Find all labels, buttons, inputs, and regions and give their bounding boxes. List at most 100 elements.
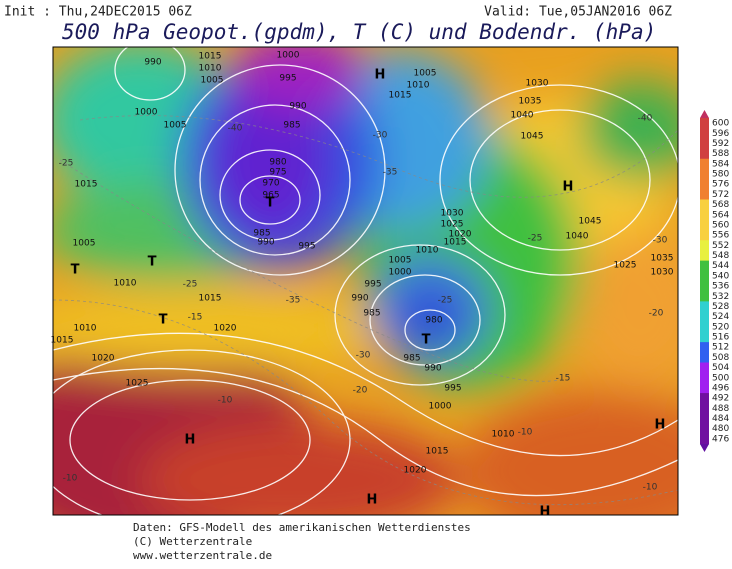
isobar-label: 985 xyxy=(363,309,380,319)
isobar-label: 985 xyxy=(283,121,300,131)
footer-line: Daten: GFS-Modell des amerikanischen Wet… xyxy=(133,521,471,534)
isobar-label: 1000 xyxy=(389,268,412,278)
pressure-center: H xyxy=(185,433,196,448)
map-frame xyxy=(52,46,679,516)
colorbar-swatch xyxy=(700,199,709,211)
isobar-label: 1010 xyxy=(199,64,222,74)
colorbar-label: 560 xyxy=(712,220,729,230)
colorbar-swatch xyxy=(700,138,709,150)
isobar-label: 1025 xyxy=(614,261,637,271)
colorbar-label: 492 xyxy=(712,394,729,404)
colorbar-label: 556 xyxy=(712,231,729,241)
colorbar-swatch xyxy=(700,423,709,435)
temperature-label: -40 xyxy=(228,124,243,134)
isobar-label: 1015 xyxy=(51,336,74,346)
footer-line: www.wetterzentrale.de xyxy=(133,549,272,562)
isobar-label: 1015 xyxy=(199,52,222,62)
isobar-label: 995 xyxy=(444,384,461,394)
temperature-label: -30 xyxy=(373,131,388,141)
colorbar-swatch xyxy=(700,240,709,251)
colorbar-swatch xyxy=(700,301,709,313)
colorbar-swatch xyxy=(700,291,709,302)
temperature-label: -25 xyxy=(528,234,543,244)
temperature-label: -40 xyxy=(638,114,653,124)
isobar-label: 995 xyxy=(298,242,315,252)
colorbar-label: 476 xyxy=(712,434,729,444)
isobar-label: 995 xyxy=(279,74,296,84)
isobar-label: 1000 xyxy=(429,402,452,412)
temperature-label: -10 xyxy=(63,474,78,484)
colorbar-label: 580 xyxy=(712,170,729,180)
isobar-label: 990 xyxy=(351,294,368,304)
isobar-label: 980 xyxy=(269,158,286,168)
isobar-label: 1040 xyxy=(511,111,534,121)
colorbar-label: 500 xyxy=(712,373,729,383)
colorbar-swatch xyxy=(700,158,709,170)
isobar-label: 1030 xyxy=(651,268,674,278)
colorbar-label: 484 xyxy=(712,414,729,424)
temperature-label: -25 xyxy=(59,159,74,169)
isobar-label: 985 xyxy=(253,229,270,239)
colorbar-swatch xyxy=(700,331,709,343)
colorbar-label: 524 xyxy=(712,312,729,322)
isobar-label: 995 xyxy=(364,280,381,290)
isobar-label: 1010 xyxy=(114,279,137,289)
isobar-label: 1005 xyxy=(201,76,224,86)
colorbar-swatch xyxy=(700,270,709,282)
colorbar-swatch xyxy=(700,413,709,425)
pressure-center: T xyxy=(71,263,80,278)
temperature-label: -10 xyxy=(218,396,233,406)
colorbar-label: 512 xyxy=(712,343,729,353)
colorbar-label: 600 xyxy=(712,119,729,129)
isobar-label: 1030 xyxy=(441,209,464,219)
isobar-label: 970 xyxy=(262,179,279,189)
isobar-label: 1045 xyxy=(579,217,602,227)
colorbar-swatch xyxy=(700,219,709,231)
isobar-label: 1015 xyxy=(199,294,222,304)
colorbar-label: 508 xyxy=(712,353,729,363)
isobar-label: 1045 xyxy=(521,132,544,142)
colorbar-label: 568 xyxy=(712,200,729,210)
colorbar-arrow xyxy=(700,110,709,118)
colorbar-label: 548 xyxy=(712,251,729,261)
colorbar-swatch xyxy=(700,168,709,180)
isobar-label: 980 xyxy=(425,316,442,326)
temperature-label: -20 xyxy=(649,309,664,319)
isobar-label: 1005 xyxy=(414,69,437,79)
colorbar: 6005965925885845805765725685645605565525… xyxy=(700,110,729,452)
title: 500 hPa Geopot.(gpdm), T (C) und Bodendr… xyxy=(62,20,656,44)
isobar-label: 1010 xyxy=(407,81,430,91)
isobar-label: 1035 xyxy=(519,97,542,107)
isobar-label: 1005 xyxy=(389,256,412,266)
isobar-label: 1005 xyxy=(164,121,187,131)
footer-line: (C) Wetterzentrale xyxy=(133,535,252,548)
isobar-label: 1015 xyxy=(75,180,98,190)
colorbar-label: 532 xyxy=(712,292,729,302)
temperature-label: -25 xyxy=(183,280,198,290)
colorbar-label: 528 xyxy=(712,302,729,312)
temperature-label: -35 xyxy=(286,296,301,306)
colorbar-swatch xyxy=(700,342,709,353)
isobar-label: 1010 xyxy=(416,246,439,256)
colorbar-arrow xyxy=(700,444,709,452)
colorbar-label: 572 xyxy=(712,190,729,200)
colorbar-swatch xyxy=(700,250,709,262)
pressure-center: T xyxy=(148,255,157,270)
colorbar-label: 488 xyxy=(712,404,729,414)
isobar-label: 1025 xyxy=(441,220,464,230)
isobar-label: 975 xyxy=(269,168,286,178)
isobar-label: 1000 xyxy=(277,51,300,61)
temperature-label: -10 xyxy=(643,483,658,493)
colorbar-label: 564 xyxy=(712,210,729,220)
colorbar-swatch xyxy=(700,281,709,292)
isobar-label: 1025 xyxy=(126,379,149,389)
pressure-center: H xyxy=(655,418,666,433)
colorbar-label: 596 xyxy=(712,129,729,139)
colorbar-label: 496 xyxy=(712,383,729,393)
colorbar-swatch xyxy=(700,321,709,333)
valid-time: Valid: Tue,05JAN2016 06Z xyxy=(484,5,672,20)
colorbar-label: 576 xyxy=(712,180,729,190)
colorbar-swatch xyxy=(700,260,709,272)
colorbar-swatch xyxy=(700,230,709,241)
temperature-label: -10 xyxy=(518,428,533,438)
